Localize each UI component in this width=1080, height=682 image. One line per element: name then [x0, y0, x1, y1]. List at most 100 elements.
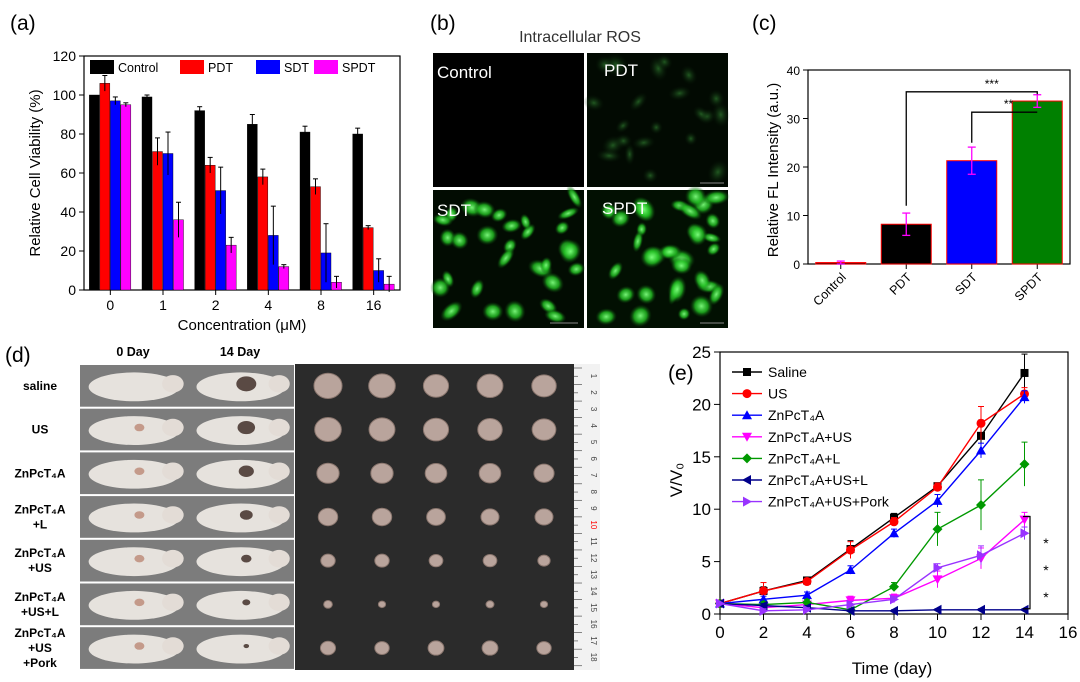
legend-e: Saline US ZnPcT₄A ZnPcT₄A+US ZnPcT₄A+L ZnPcT₄… [732, 364, 890, 510]
y-tick-label-c: 20 [787, 161, 801, 175]
y-ticks-a: 0 20 40 60 80 100 120 [53, 48, 84, 298]
mouse-body [196, 590, 286, 620]
tumor-site [134, 598, 145, 607]
cell [629, 92, 648, 112]
mouse-head [162, 593, 184, 612]
data-point-e [933, 562, 943, 573]
excised-tumor [533, 463, 555, 483]
y-tick-label-c: 0 [793, 258, 800, 272]
row-label-line: +US [28, 561, 52, 575]
cell [649, 120, 663, 135]
significance-brackets-c: ***** [905, 77, 1038, 206]
x-ticks-c: Control PDT SDT SPDT [810, 264, 1046, 309]
excised-tumor [422, 417, 450, 442]
excised-tumor [368, 417, 396, 442]
y-tick-label-a: 60 [60, 165, 76, 181]
y-tick-label-a: 120 [53, 48, 77, 64]
cell [469, 278, 485, 299]
cell [636, 284, 657, 305]
cell [684, 185, 707, 208]
data-point-e [976, 418, 986, 428]
excised-tumor [531, 374, 557, 398]
excised-tumor [426, 508, 446, 526]
tumor-site [238, 465, 254, 477]
x-tick-label-e: 2 [759, 623, 768, 642]
excised-tumor [316, 462, 340, 484]
significance-star-e: * [1043, 562, 1049, 578]
mouse-body [196, 547, 286, 577]
tumor-site [134, 642, 145, 650]
bar-a-control [247, 124, 258, 291]
row-label-line: saline [23, 379, 57, 393]
mouse-body [88, 634, 180, 664]
tumor-site [134, 423, 145, 432]
legend-label-a-sdt: SDT [284, 61, 309, 75]
cell [680, 65, 698, 86]
ruler-number: 10 [589, 520, 598, 529]
cell [594, 55, 615, 75]
excised-tumor [370, 462, 394, 484]
bar-chart-cell-viability: Relative Cell Viability (%) Concentratio… [27, 48, 401, 334]
series-line-e [719, 532, 1025, 612]
data-point-e [889, 517, 899, 527]
data-point-e [846, 545, 855, 555]
tumor-site [134, 467, 145, 475]
cell [607, 261, 624, 280]
cell [557, 207, 580, 220]
mouse-head [268, 418, 290, 437]
y-axis-label-a: Relative Cell Viability (%) [27, 89, 44, 256]
cell [473, 200, 496, 219]
bar-a-pdt [152, 151, 163, 291]
panel-b-title: Intracellular ROS [519, 29, 641, 46]
data-point-e [889, 528, 899, 538]
tumor-site [241, 554, 252, 563]
ruler-number: 5 [589, 440, 598, 445]
y-tick-label-a: 0 [68, 282, 76, 298]
data-point-e [976, 500, 986, 511]
mouse-head [268, 375, 290, 393]
excised-tumor [476, 373, 504, 399]
panel-label-b: (b) [430, 12, 456, 35]
data-point-e [976, 604, 985, 615]
cell [629, 304, 652, 328]
excised-tumor [477, 418, 503, 442]
quadrant-label-sdt: SDT [437, 201, 471, 220]
y-tick-label-a: 20 [60, 243, 76, 259]
ruler-number: 18 [589, 653, 598, 662]
mouse-head [162, 506, 184, 524]
legend-swatch-a-pdt [180, 60, 204, 74]
series-line-e [719, 463, 1025, 611]
y-tick-label-c: 10 [787, 210, 801, 224]
legend-marker-e [742, 410, 752, 420]
column-label-day0: 0 Day [116, 345, 149, 359]
tumor-site [239, 510, 253, 520]
cell [615, 118, 631, 134]
bar-a-control [141, 96, 153, 291]
legend-label-e: ZnPcT₄A+US+L [768, 472, 868, 488]
y-ticks-e: 0 5 10 15 20 25 [692, 343, 720, 624]
data-point-e [758, 600, 768, 611]
cell [432, 213, 454, 227]
cell [711, 101, 730, 128]
panel-label-e: (e) [668, 362, 694, 385]
legend-label-e: Saline [768, 364, 807, 380]
cell [657, 243, 682, 260]
x-tick-label-a: 0 [106, 297, 114, 313]
mouse-tumor-photo-panel: 0 Day 14 Day salineUSZnPcT₄AZnPcT₄A+LZnP… [14, 345, 600, 670]
cell [566, 185, 583, 209]
cell [616, 285, 636, 304]
y-tick-label-e: 20 [692, 395, 711, 414]
ruler-number: 1 [589, 374, 598, 379]
series-line-e [719, 602, 1025, 612]
legend-label-a-control: Control [118, 61, 158, 75]
x-tick-label-a: 4 [264, 297, 272, 313]
mouse-body [88, 547, 180, 577]
cell [520, 223, 536, 241]
significance-e: * * * [1023, 515, 1049, 610]
row-label-line: +US [28, 641, 52, 655]
y-tick-label-c: 40 [787, 64, 801, 78]
mouse-body [88, 372, 180, 402]
x-tick-label-a: 16 [366, 297, 382, 313]
